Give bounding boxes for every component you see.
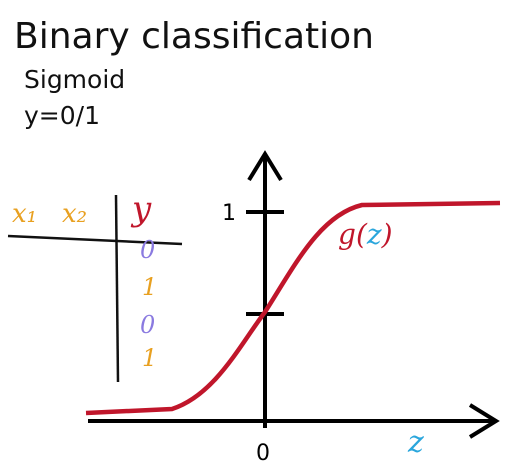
subtitle: Sigmoid: [24, 65, 125, 94]
x-tick-label: 0: [256, 441, 270, 466]
y-tick-label: 1: [222, 201, 236, 226]
curve-label-paren: (: [356, 218, 368, 251]
curve-label: g(z): [338, 218, 393, 251]
curve-label-arg: z: [366, 218, 382, 251]
table-rule: [114, 194, 120, 383]
title: Binary classification: [14, 16, 374, 57]
column-header: y: [130, 189, 152, 229]
table-cell: 0: [140, 311, 155, 339]
y-arrow: [247, 150, 283, 182]
sigmoid-curve: [85, 200, 501, 416]
table-cell: 1: [142, 344, 157, 372]
table-cell: 1: [142, 273, 157, 301]
x-arrow: [468, 403, 500, 439]
column-header: x₂: [62, 199, 87, 229]
curve-label-func: g: [338, 218, 356, 251]
table-rule: [7, 234, 183, 246]
column-header: x₁: [12, 199, 37, 229]
subtitle: y=0/1: [24, 101, 100, 130]
curve-label-paren: ): [381, 218, 393, 251]
table-cell: 0: [140, 236, 155, 264]
x-axis-label: z: [407, 425, 424, 460]
